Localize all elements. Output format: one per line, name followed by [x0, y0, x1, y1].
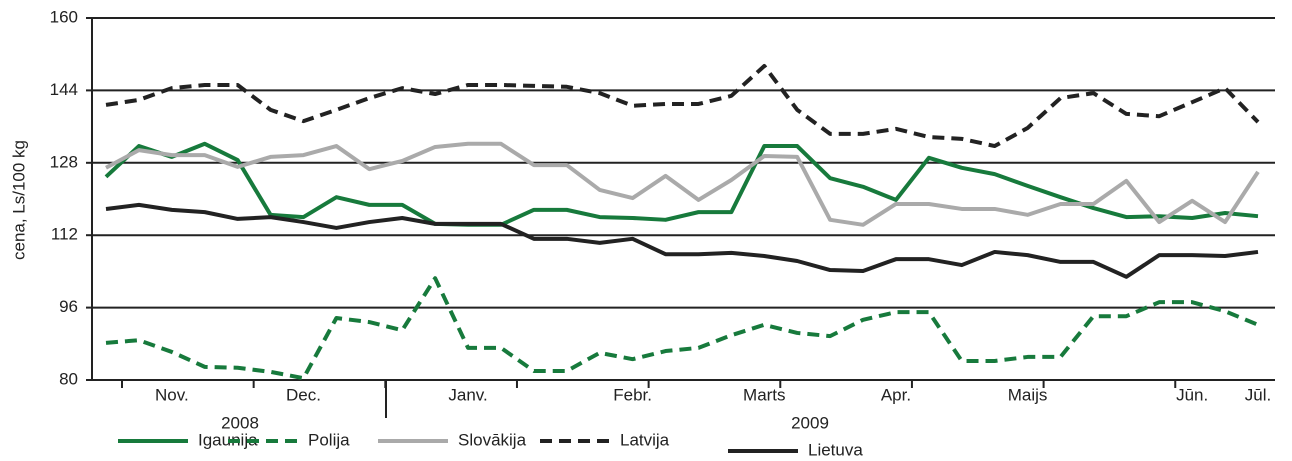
x-tick-label: Jūn.	[1176, 385, 1208, 404]
y-tick-label: 112	[51, 225, 78, 244]
x-tick-label: Maijs	[1008, 385, 1048, 404]
y-tick-label: 96	[59, 297, 78, 316]
series-line	[105, 202, 1259, 279]
y-tick-label: 128	[50, 152, 78, 171]
y-axis-label: cena, Ls/100 kg	[9, 140, 28, 260]
legend-label: Latvija	[620, 430, 670, 449]
y-tick-label: 144	[50, 80, 78, 99]
y-tick-label: 80	[59, 369, 78, 388]
year-label: 2009	[791, 413, 829, 432]
x-tick-label: Marts	[743, 385, 786, 404]
x-tick-label: Nov.	[155, 385, 189, 404]
series-line	[104, 141, 1259, 227]
x-tick-label: Jūl.	[1245, 385, 1271, 404]
series-line	[105, 63, 1260, 149]
x-tick-label: Apr.	[881, 385, 911, 404]
x-tick-label: Febr.	[613, 385, 652, 404]
legend-label: Lietuva	[808, 440, 863, 459]
series-line	[105, 276, 1259, 381]
year-label: 2008	[221, 413, 259, 432]
series-line	[105, 141, 1260, 227]
y-tick-label: 160	[50, 7, 78, 26]
legend-label: Slovākija	[458, 430, 527, 449]
x-tick-label: Janv.	[448, 385, 487, 404]
legend-label: Polija	[308, 430, 350, 449]
x-tick-label: Dec.	[286, 385, 321, 404]
